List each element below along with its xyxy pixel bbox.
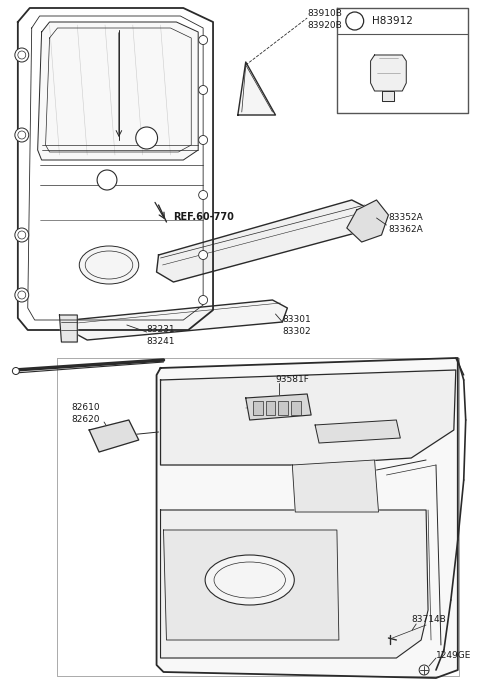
Circle shape [18, 231, 26, 239]
Bar [278, 401, 288, 415]
Polygon shape [60, 315, 77, 342]
Text: 1249GE: 1249GE [436, 651, 471, 660]
Circle shape [199, 85, 207, 94]
Polygon shape [315, 420, 400, 443]
Circle shape [199, 136, 207, 145]
Text: 83302: 83302 [282, 328, 311, 337]
Text: REF.60-770: REF.60-770 [173, 212, 234, 222]
Text: 83362A: 83362A [388, 225, 423, 234]
Text: 83714B: 83714B [411, 615, 446, 624]
Polygon shape [292, 460, 379, 512]
Bar [291, 401, 301, 415]
Bar [252, 401, 263, 415]
Circle shape [18, 131, 26, 139]
Circle shape [136, 127, 157, 149]
Polygon shape [160, 370, 456, 465]
Circle shape [15, 128, 29, 142]
Circle shape [18, 51, 26, 59]
Circle shape [15, 48, 29, 62]
Bar [265, 401, 276, 415]
Text: H83912: H83912 [372, 16, 412, 26]
Polygon shape [238, 62, 276, 115]
Circle shape [15, 288, 29, 302]
Polygon shape [164, 530, 339, 640]
Circle shape [97, 170, 117, 190]
Polygon shape [37, 22, 198, 160]
Circle shape [346, 12, 364, 30]
Polygon shape [89, 420, 139, 452]
Text: 83352A: 83352A [388, 213, 423, 222]
Circle shape [199, 191, 207, 200]
Text: eio: eio [242, 573, 258, 583]
Text: a: a [352, 16, 358, 26]
Text: 83910B: 83910B [307, 10, 342, 19]
Text: 82610: 82610 [72, 403, 100, 412]
Polygon shape [246, 394, 311, 420]
Circle shape [199, 250, 207, 259]
Polygon shape [337, 8, 468, 113]
Polygon shape [72, 300, 288, 340]
Text: a: a [104, 175, 110, 185]
Text: 82620: 82620 [72, 416, 100, 425]
Text: 83301: 83301 [282, 315, 311, 324]
Ellipse shape [79, 246, 139, 284]
Circle shape [12, 367, 19, 374]
Polygon shape [160, 510, 428, 658]
Polygon shape [383, 91, 395, 101]
Text: 83920B: 83920B [307, 21, 342, 30]
Polygon shape [18, 8, 213, 330]
Polygon shape [156, 200, 372, 282]
Polygon shape [347, 200, 388, 242]
Polygon shape [156, 358, 458, 678]
Circle shape [15, 228, 29, 242]
Text: 83231: 83231 [147, 326, 175, 335]
Text: 93581F: 93581F [276, 376, 309, 385]
Polygon shape [371, 55, 406, 91]
Circle shape [199, 295, 207, 304]
Circle shape [199, 35, 207, 44]
Text: a: a [144, 133, 150, 143]
Circle shape [18, 291, 26, 299]
Ellipse shape [205, 555, 294, 605]
Text: 83241: 83241 [147, 337, 175, 346]
